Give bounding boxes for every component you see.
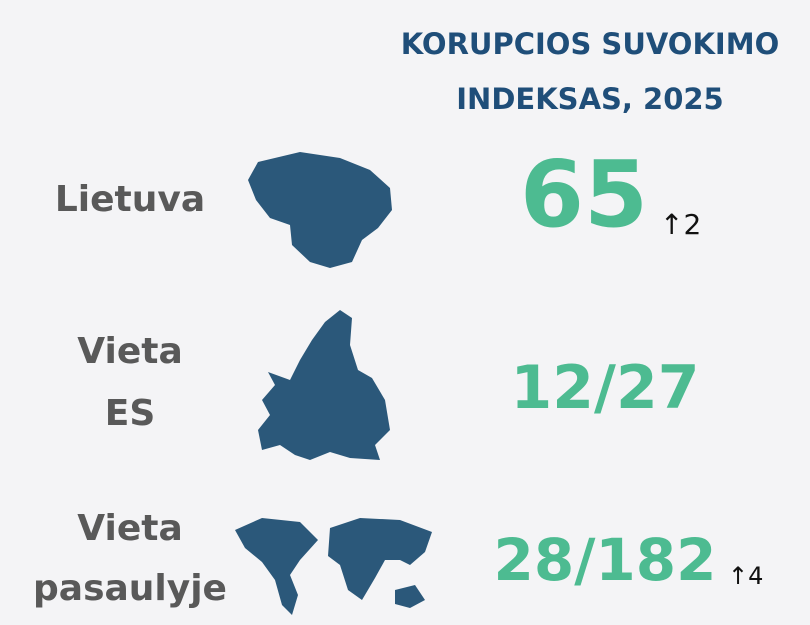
row-label: pasaulyje [33,568,227,609]
europe-map [258,310,390,460]
title-line: INDEKSAS, 2025 [456,82,724,116]
row-value: 28/182 [493,526,717,594]
row-label: ES [104,393,156,434]
world-map [235,518,432,615]
row-value: 12/27 [510,353,700,423]
row-label: Vieta [77,508,183,549]
row-label: Vieta [77,331,183,372]
lithuania-map [248,152,392,268]
title-line: KORUPCIOS SUVOKIMO [400,27,780,61]
row-value: 65 [520,141,649,248]
row-change: ↑2 [660,208,702,241]
row-change: ↑4 [728,562,764,590]
row-label: Lietuva [54,179,206,220]
